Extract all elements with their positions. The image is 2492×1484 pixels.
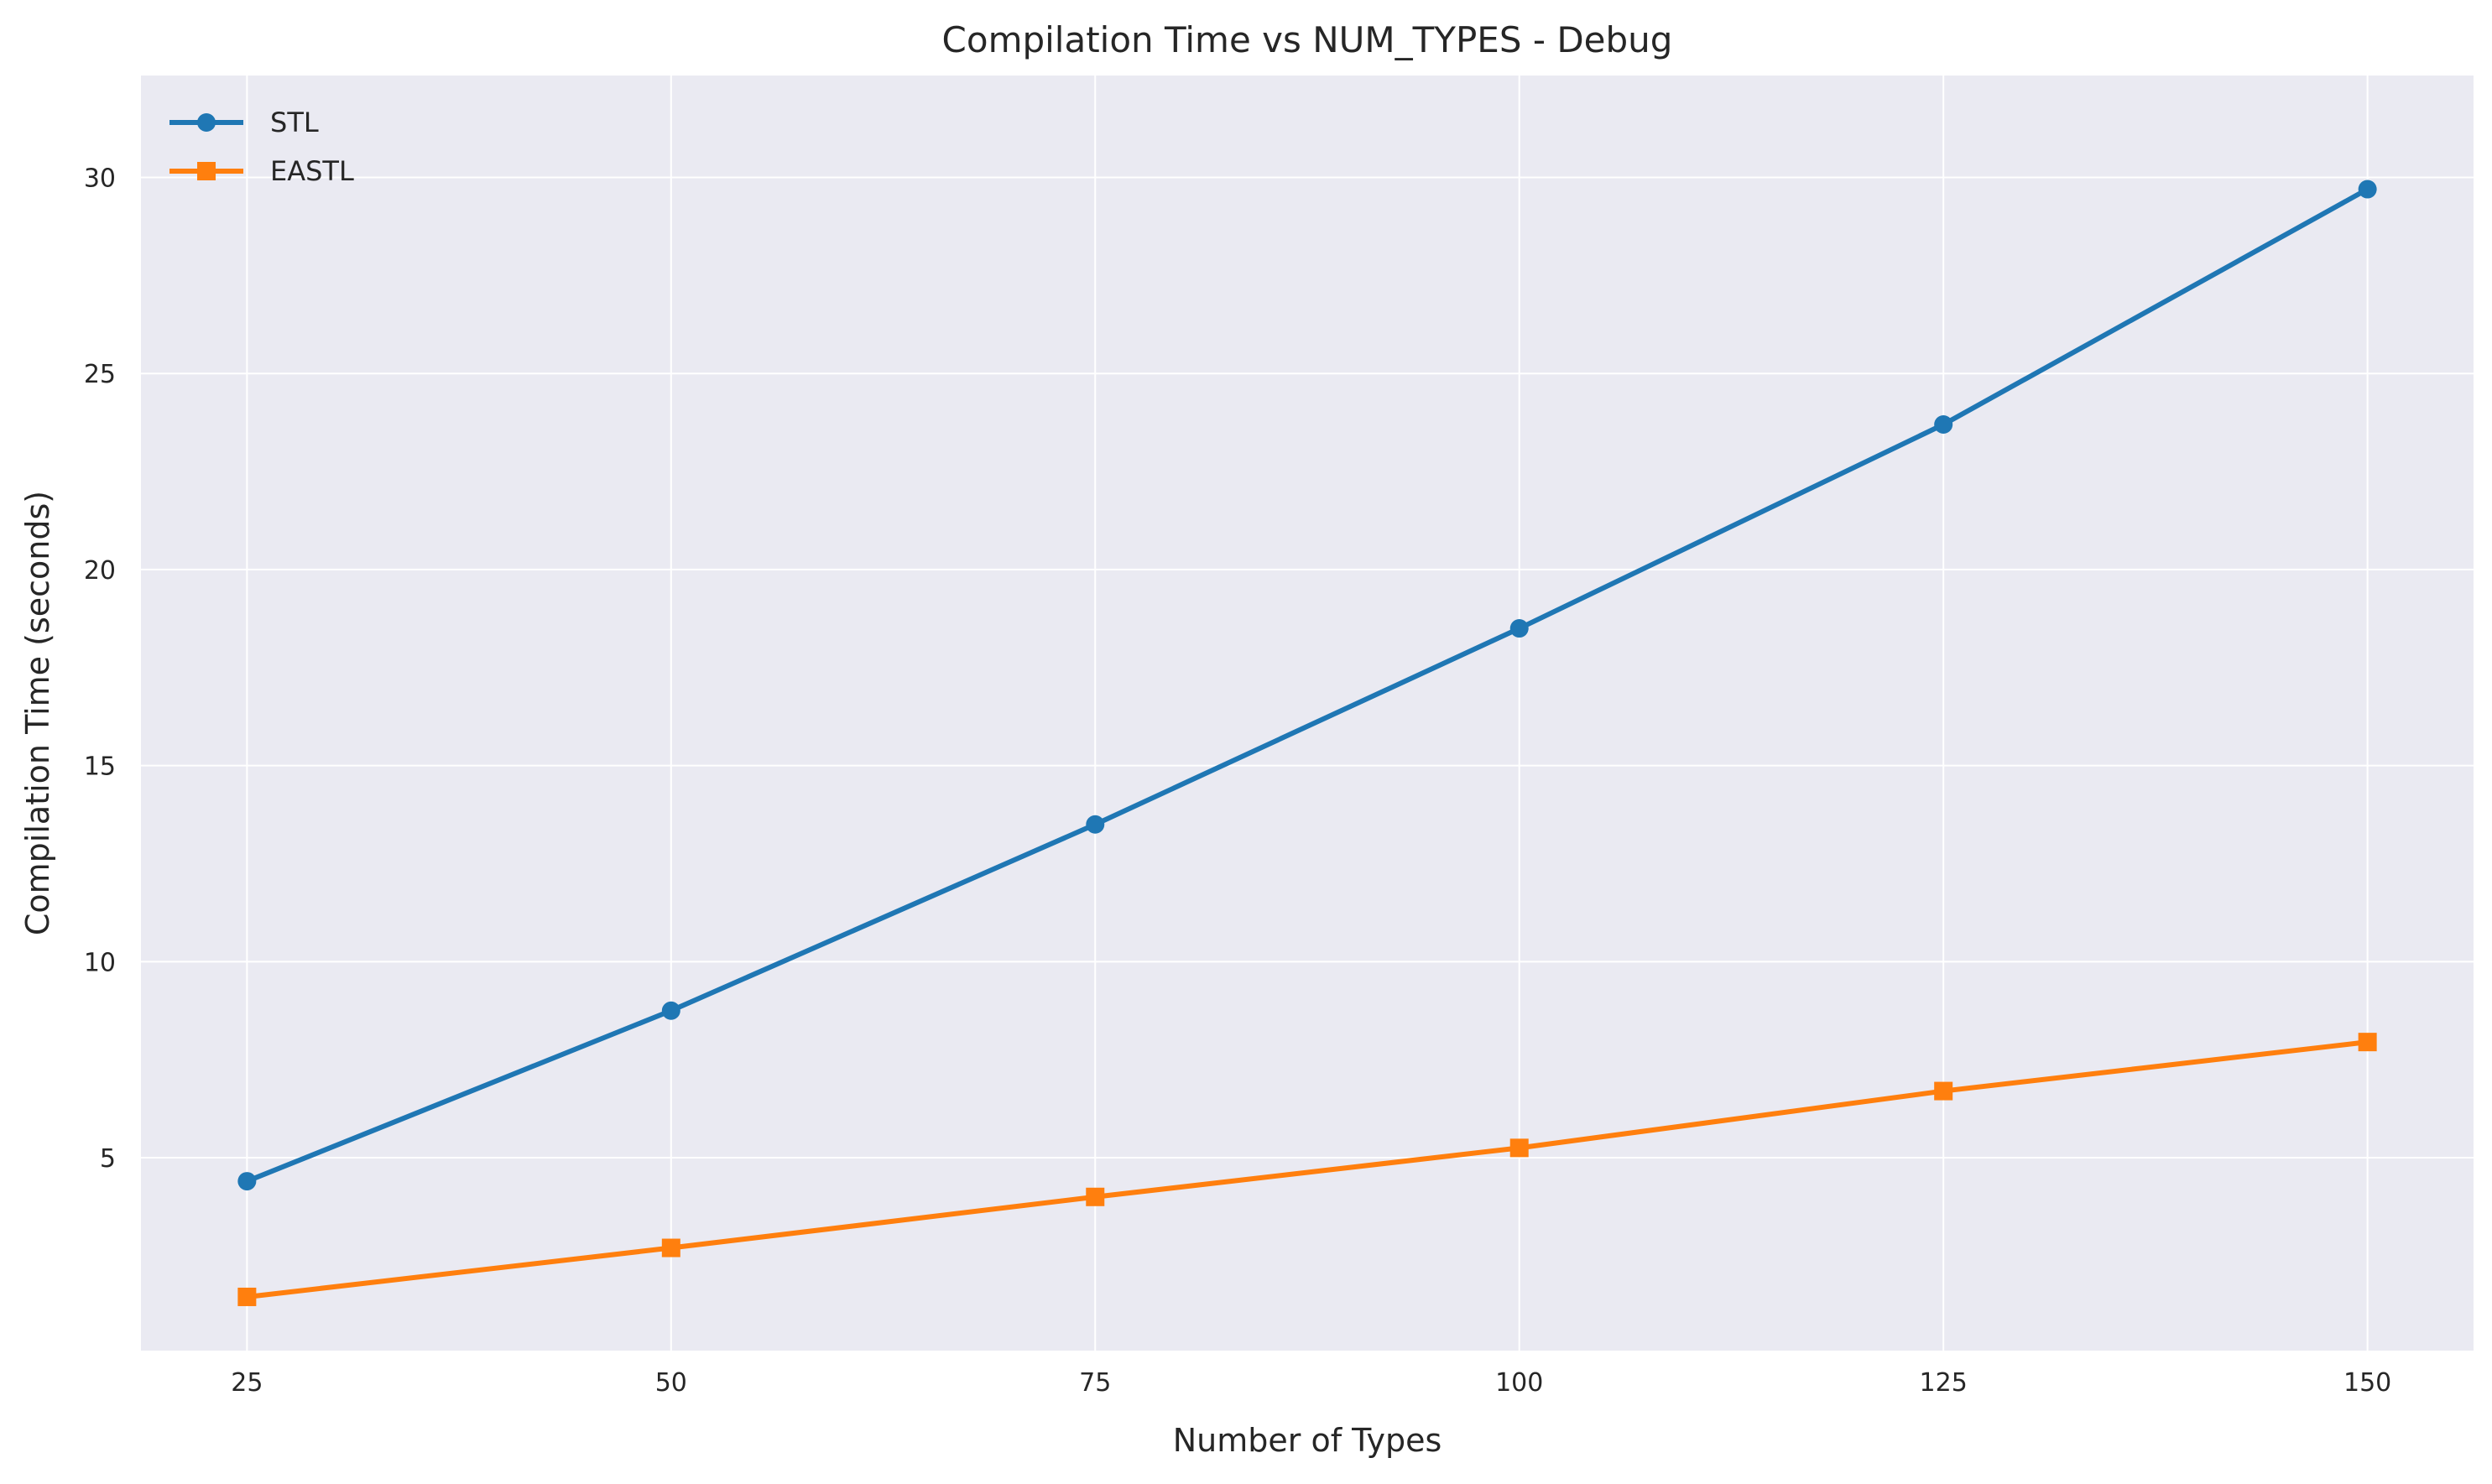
- y-tick-labels: 5 10 15 20 25 30: [84, 164, 116, 1174]
- data-point-eastl: [661, 1238, 680, 1257]
- data-point-stl: [661, 1001, 680, 1020]
- data-point-eastl: [1509, 1138, 1529, 1158]
- series-eastl: [237, 1033, 2377, 1306]
- series-layer: [237, 180, 2377, 1306]
- data-point-eastl: [1086, 1187, 1105, 1206]
- x-tick-label: 25: [231, 1368, 263, 1398]
- x-axis-label: Number of Types: [1173, 1422, 1442, 1459]
- y-tick-label: 25: [84, 360, 116, 389]
- x-tick-label: 100: [1495, 1368, 1543, 1398]
- x-tick-label: 125: [1920, 1368, 1968, 1398]
- data-point-eastl: [2358, 1033, 2377, 1052]
- data-point-stl: [2358, 180, 2377, 199]
- x-tick-labels: 25 50 75 100 125 150: [231, 1368, 2391, 1398]
- y-tick-label: 30: [84, 164, 116, 194]
- data-point-eastl: [237, 1287, 257, 1306]
- series-line-eastl: [244, 1039, 2370, 1299]
- data-point-stl: [237, 1172, 257, 1191]
- y-tick-label: 10: [84, 948, 116, 977]
- y-tick-label: 5: [100, 1144, 116, 1174]
- data-point-stl: [1509, 619, 1529, 638]
- data-point-eastl: [1934, 1081, 1953, 1101]
- data-point-stl: [1086, 815, 1105, 834]
- series-line-stl: [244, 186, 2370, 1185]
- grid-x: [246, 76, 2369, 1351]
- series-stl: [237, 180, 2377, 1191]
- y-tick-label: 20: [84, 556, 116, 586]
- y-axis-label: Compilation Time (seconds): [19, 491, 56, 935]
- data-point-stl: [1934, 414, 1953, 434]
- grid-y: [141, 176, 2474, 1159]
- x-tick-label: 75: [1079, 1368, 1111, 1398]
- x-tick-label: 150: [2343, 1368, 2391, 1398]
- y-tick-label: 15: [84, 752, 116, 782]
- legend-marker-eastl: [197, 162, 216, 180]
- legend-marker-stl: [197, 113, 216, 132]
- chart-title: Compilation Time vs NUM_TYPES - Debug: [942, 19, 1673, 60]
- x-tick-label: 50: [655, 1368, 687, 1398]
- legend: STL EASTL: [169, 107, 354, 187]
- plot-background: [141, 76, 2474, 1351]
- legend-label-stl: STL: [270, 107, 319, 138]
- legend-label-eastl: EASTL: [270, 155, 354, 187]
